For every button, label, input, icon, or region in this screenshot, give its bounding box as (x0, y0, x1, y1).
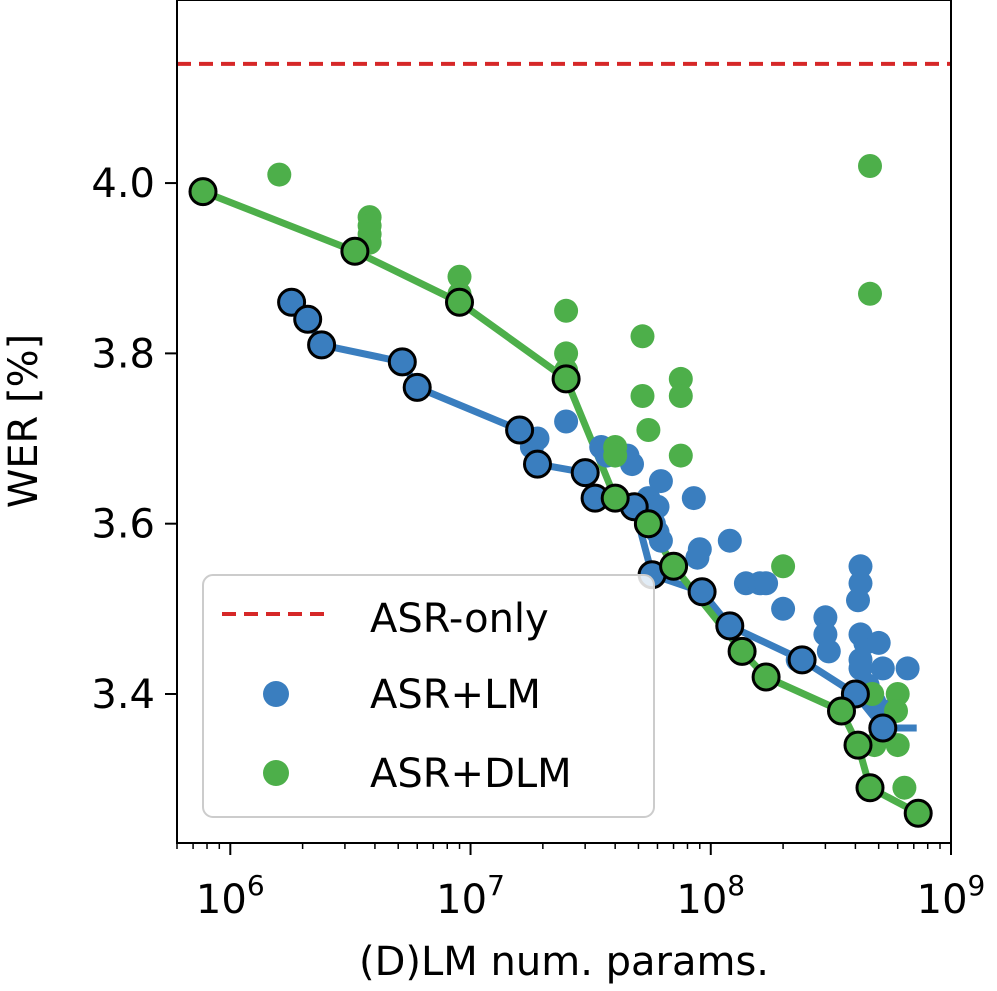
asr-dlm-frontier-point-11 (855, 773, 885, 803)
asr-lm-frontier-point-6 (523, 449, 552, 479)
asr-lm-frontier-point-1 (293, 304, 323, 334)
x-axis-title: (D)LM num. params. (359, 939, 769, 985)
asr-dlm-frontier-point-3 (551, 364, 581, 394)
asr-dlm-point-7 (554, 298, 579, 323)
asr-dlm-point-12 (636, 418, 661, 442)
x-tick-label-3: 109 (917, 869, 986, 923)
asr-lm-point-13 (681, 486, 706, 511)
y-axis-title: WER [%] (1, 334, 47, 509)
plot-area (177, 61, 951, 828)
asr-dlm-frontier-point-6 (659, 551, 689, 581)
asr-dlm-point-10 (630, 324, 655, 349)
asr-dlm-frontier-point-2 (445, 287, 474, 317)
asr-dlm-point-27 (892, 775, 917, 800)
asr-lm-frontier-point-7 (570, 458, 600, 488)
asr-dlm-frontier-point-0 (188, 177, 218, 207)
asr-lm-frontier-point-15 (868, 713, 898, 743)
legend-box (202, 574, 655, 818)
asr-lm-frontier-point-13 (787, 645, 817, 675)
asr-dlm-point-0 (267, 162, 292, 187)
asr-lm-point-19 (754, 571, 779, 596)
asr-dlm-frontier-point-4 (600, 483, 630, 513)
asr-lm-point-34 (895, 656, 920, 681)
asr-lm-point-24 (816, 639, 841, 664)
plot-frame (176, 0, 952, 844)
asr-dlm-point-19 (858, 154, 882, 178)
asr-dlm-point-17 (603, 443, 628, 468)
asr-dlm-point-5 (447, 264, 472, 289)
asr-lm-point-27 (846, 588, 870, 613)
legend-label-asr-only: ASR-only (370, 596, 549, 642)
asr-lm-frontier-point-11 (687, 577, 717, 607)
asr-lm-point-33 (870, 656, 895, 681)
asr-lm-frontier-point-5 (505, 415, 535, 445)
y-tick-label-2: 3.8 (91, 331, 155, 377)
asr-lm-frontier-point-12 (715, 611, 745, 641)
asr-dlm-point-20 (858, 281, 882, 306)
asr-dlm-point-14 (668, 384, 693, 408)
asr-lm-point-8 (648, 469, 673, 494)
asr-dlm-frontier-point-5 (633, 509, 663, 539)
legend-marker-asr-lm (263, 681, 289, 707)
asr-dlm-frontier-point-12 (903, 798, 933, 828)
asr-dlm-frontier-point-9 (827, 696, 856, 726)
asr-dlm-point-13 (668, 366, 693, 391)
y-axis: 3.4 3.6 3.8 4.0 (91, 161, 177, 718)
asr-lm-frontier-point-3 (387, 347, 417, 377)
asr-dlm-frontier-point-1 (340, 236, 370, 266)
asr-lm-point-25 (848, 554, 873, 579)
asr-lm-frontier-point-2 (307, 330, 337, 360)
legend: ASR-only ASR+LM ASR+DLM (202, 574, 655, 818)
legend-label-asr-lm: ASR+LM (370, 672, 541, 718)
asr-dlm-frontier-point-7 (727, 636, 757, 666)
asr-dlm-point-15 (668, 443, 693, 468)
legend-marker-asr-dlm (263, 760, 289, 786)
asr-dlm-point-11 (630, 384, 655, 408)
x-tick-label-1: 107 (436, 869, 505, 923)
asr-dlm-frontier-point-8 (751, 662, 781, 692)
asr-dlm-frontier-point-10 (843, 730, 873, 760)
asr-lm-point-16 (717, 528, 742, 553)
y-tick-label-3: 4.0 (91, 161, 155, 207)
asr-lm-point-20 (771, 596, 796, 621)
legend-label-asr-dlm: ASR+DLM (370, 751, 572, 797)
asr-lm-point-15 (685, 545, 710, 570)
asr-dlm-point-18 (771, 554, 796, 579)
asr-lm-point-32 (866, 630, 891, 655)
asr-lm-frontier-point-4 (402, 372, 432, 402)
y-tick-label-1: 3.6 (91, 502, 155, 548)
y-tick-label-0: 3.4 (91, 672, 155, 718)
asr-lm-point-0 (554, 409, 579, 434)
asr-lm-point-22 (813, 605, 838, 630)
asr-dlm-point-8 (554, 341, 579, 366)
